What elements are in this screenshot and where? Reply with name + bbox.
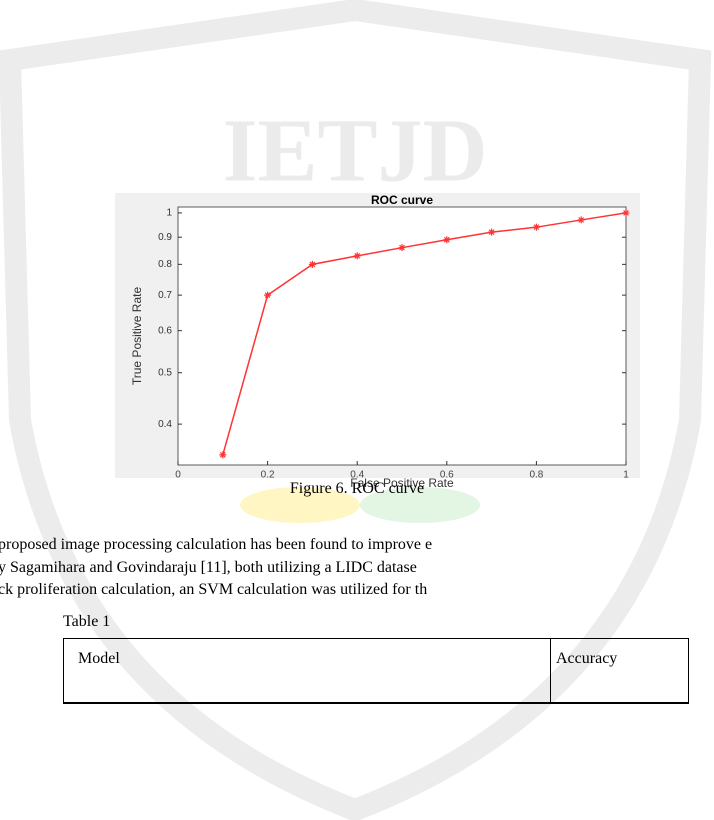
point-marker xyxy=(578,216,585,223)
table-caption: Table 1 xyxy=(63,613,110,631)
point-marker xyxy=(399,244,406,251)
point-marker xyxy=(623,209,630,216)
x-tick-label: 0.8 xyxy=(529,470,543,481)
y-tick-label: 0.6 xyxy=(158,325,172,336)
x-tick-label: 0.4 xyxy=(350,470,364,481)
y-tick-label: 1 xyxy=(166,208,172,219)
figure-caption: Figure 6. ROC curve xyxy=(0,480,714,498)
chart-title: ROC curve xyxy=(371,193,433,207)
table-header-cell: Model xyxy=(78,650,120,668)
page: IETJD ROC curve False Positive Rate True… xyxy=(0,0,714,820)
x-tick-label: 0.6 xyxy=(440,470,454,481)
x-tick-label: 0.2 xyxy=(261,470,275,481)
y-tick-label: 0.9 xyxy=(158,232,172,243)
y-tick-label: 0.4 xyxy=(158,419,172,430)
y-tick-label: 0.5 xyxy=(158,367,172,378)
paragraph-line: ck proliferation calculation, an SVM cal… xyxy=(0,581,427,599)
paragraph-line: proposed image processing calculation ha… xyxy=(0,536,432,554)
y-tick-label: 0.7 xyxy=(158,290,172,301)
x-tick-label: 0 xyxy=(175,470,181,481)
y-tick-label: 0.8 xyxy=(158,259,172,270)
table-header-cell: Accuracy xyxy=(556,650,617,668)
paragraph-line: y Sagamihara and Govindaraju [11], both … xyxy=(0,559,417,577)
y-axis-label: True Positive Rate xyxy=(130,287,144,386)
table: Model Accuracy xyxy=(63,638,689,704)
x-tick-label: 1 xyxy=(623,470,629,481)
